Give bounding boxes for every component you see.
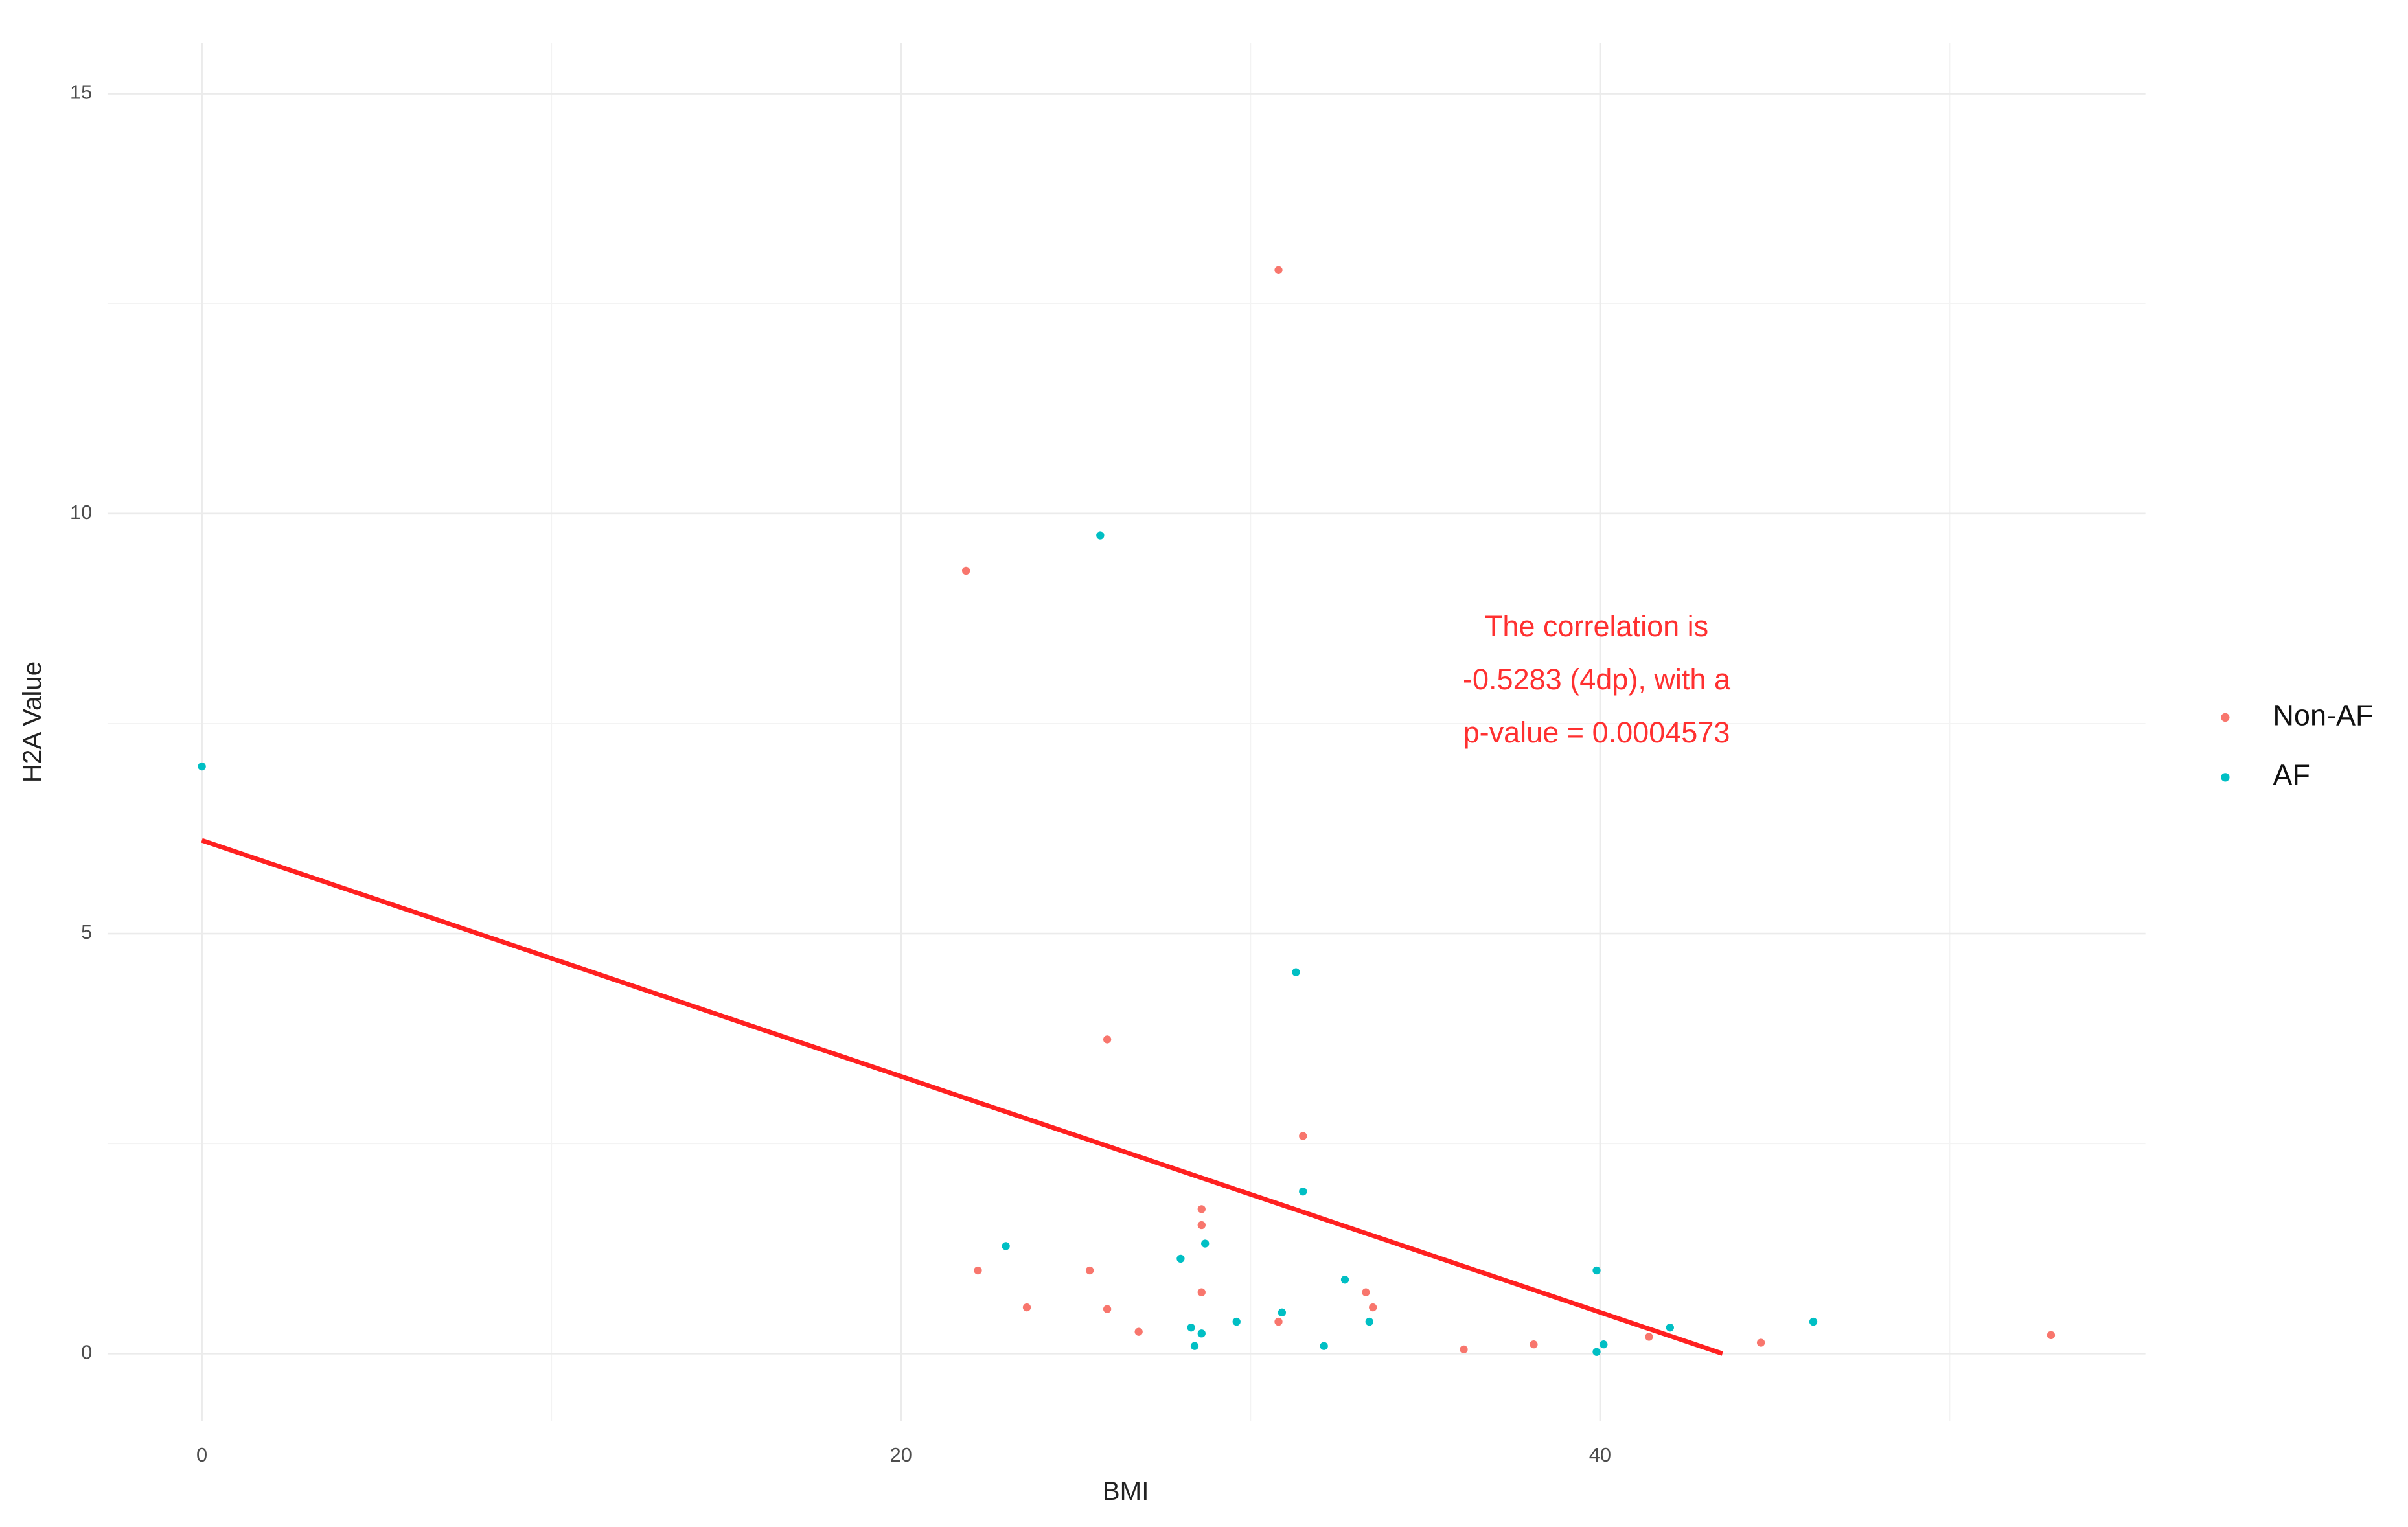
- point: [1022, 1303, 1031, 1312]
- point: [198, 762, 206, 771]
- legend-marker: [2221, 773, 2230, 782]
- trend-line: [201, 838, 1723, 1356]
- point: [1197, 1221, 1206, 1230]
- point: [1002, 1242, 1010, 1250]
- point: [1232, 1317, 1241, 1326]
- point: [1369, 1303, 1377, 1312]
- point: [1530, 1340, 1538, 1349]
- point: [1085, 1266, 1094, 1275]
- legend-label: AF: [2273, 759, 2310, 792]
- point: [1187, 1324, 1195, 1332]
- point: [1190, 1342, 1199, 1350]
- point: [1103, 1305, 1112, 1313]
- point: [1299, 1187, 1307, 1196]
- point: [2047, 1331, 2056, 1340]
- point: [1460, 1345, 1468, 1354]
- point: [1134, 1327, 1143, 1336]
- x-axis-title: BMI: [1103, 1476, 1149, 1506]
- point: [1592, 1266, 1601, 1275]
- point: [974, 1266, 982, 1275]
- point: [1592, 1348, 1601, 1356]
- point: [1756, 1338, 1765, 1347]
- x-tick-label: 40: [1589, 1443, 1611, 1466]
- y-axis-title: H2A Value: [17, 661, 47, 783]
- y-tick-label: 10: [70, 501, 92, 523]
- legend-label: Non-AF: [2273, 698, 2373, 731]
- point: [1645, 1333, 1653, 1341]
- point: [1362, 1288, 1370, 1296]
- annotation: -0.5283 (4dp), with a: [1463, 663, 1731, 696]
- x-tick-label: 0: [196, 1443, 207, 1466]
- annotation: The correlation is: [1485, 610, 1708, 643]
- y-tick-label: 15: [70, 81, 92, 104]
- point: [1600, 1340, 1608, 1349]
- point: [1278, 1308, 1287, 1316]
- point: [1201, 1239, 1210, 1248]
- point: [1292, 968, 1300, 976]
- y-tick-label: 0: [81, 1341, 92, 1364]
- point: [1274, 1317, 1283, 1326]
- point: [1096, 531, 1105, 540]
- point: [1666, 1324, 1674, 1332]
- point: [1197, 1288, 1206, 1296]
- annotation: p-value = 0.0004573: [1463, 716, 1730, 749]
- x-tick-label: 20: [890, 1443, 912, 1466]
- point: [1176, 1254, 1185, 1263]
- legend-marker: [2221, 713, 2230, 722]
- point: [961, 566, 970, 575]
- point: [1365, 1317, 1373, 1326]
- point: [1809, 1317, 1818, 1326]
- point: [1299, 1132, 1307, 1140]
- point: [1340, 1276, 1349, 1284]
- point: [1197, 1205, 1206, 1213]
- point: [1274, 266, 1283, 274]
- point: [1320, 1342, 1328, 1350]
- y-tick-label: 5: [81, 921, 92, 943]
- point: [1197, 1329, 1206, 1338]
- point: [1103, 1035, 1112, 1044]
